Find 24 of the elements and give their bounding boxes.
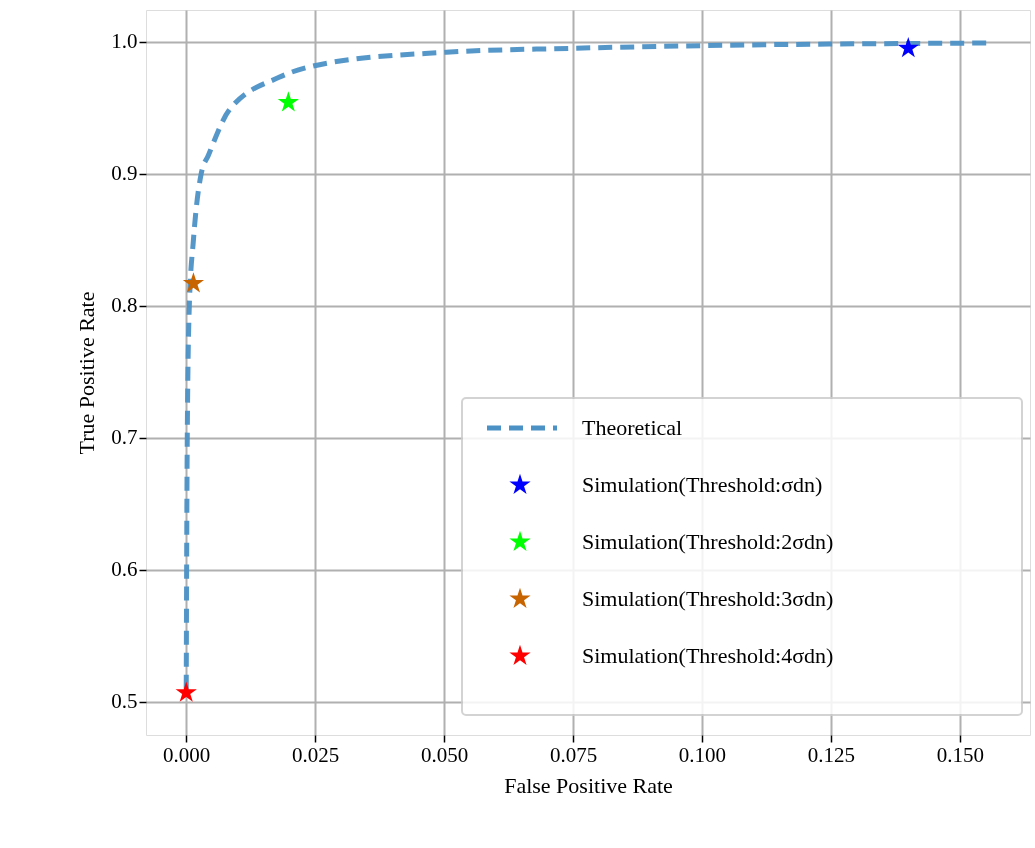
legend-label: Simulation(Threshold:4σdn) bbox=[582, 643, 834, 668]
x-tick-label: 0.125 bbox=[807, 742, 856, 767]
point bbox=[897, 37, 919, 58]
y-tick-label: 0.8 bbox=[111, 293, 138, 318]
y-tick-label: 0.9 bbox=[111, 161, 138, 186]
x-tick-label: 0.150 bbox=[936, 742, 984, 767]
x-tick-label: 0.050 bbox=[420, 742, 469, 767]
legend-label: Theoretical bbox=[582, 415, 683, 440]
x-tick-label: 0.025 bbox=[292, 742, 340, 767]
x-axis-title: False Positive Rate bbox=[504, 772, 673, 798]
y-axis-title: True Positive Rate bbox=[74, 291, 100, 455]
legend-label: Simulation(Threshold:σdn) bbox=[582, 472, 823, 497]
y-tick-label: 0.5 bbox=[111, 689, 138, 714]
y-tick-label: 0.6 bbox=[111, 557, 138, 582]
y-tick-label: 0.7 bbox=[111, 425, 138, 450]
x-tick-label: 0.000 bbox=[163, 742, 211, 767]
point bbox=[175, 681, 197, 702]
legend-label: Simulation(Threshold:2σdn) bbox=[582, 529, 834, 554]
y-tick-label: 1.0 bbox=[111, 29, 138, 54]
point bbox=[277, 91, 299, 112]
point bbox=[182, 272, 205, 293]
legend-label: Simulation(Threshold:3σdn) bbox=[582, 586, 834, 611]
x-tick-label: 0.075 bbox=[549, 742, 598, 767]
x-tick-label: 0.100 bbox=[678, 742, 727, 767]
